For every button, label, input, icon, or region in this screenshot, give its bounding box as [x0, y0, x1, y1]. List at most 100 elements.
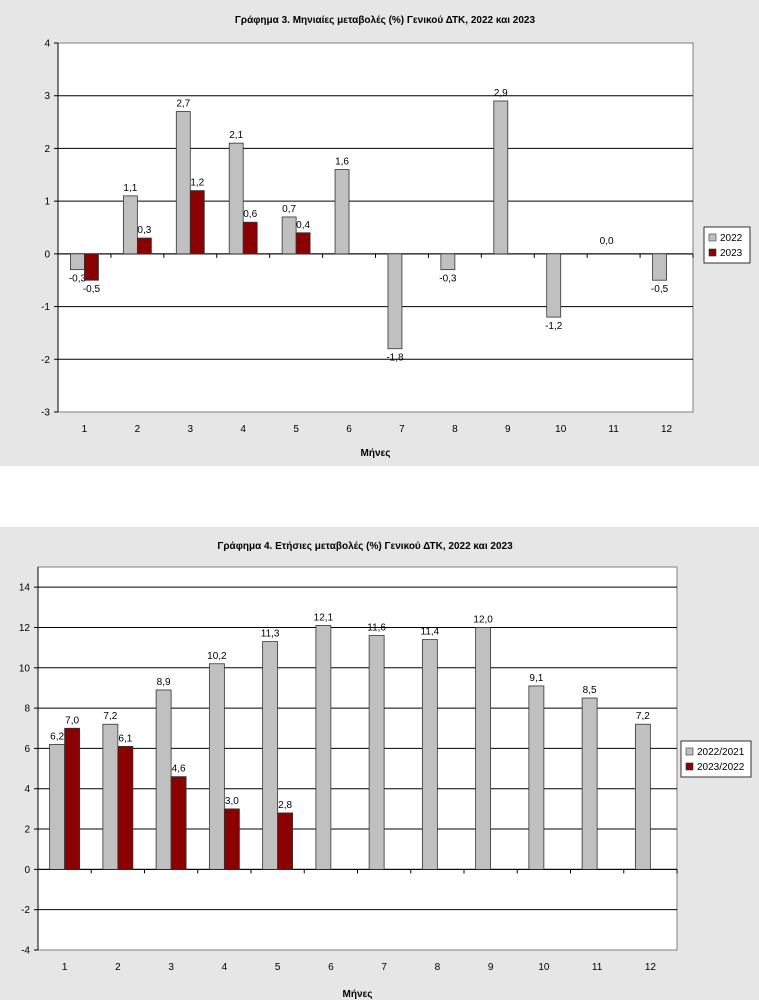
- chart2-xtick-label: 4: [222, 962, 228, 973]
- chart1-xtick-label: 11: [608, 424, 619, 435]
- chart1-ytick-label: -3: [41, 408, 50, 419]
- chart2-xtick-label: 3: [168, 962, 174, 973]
- chart1-bar-2022: [652, 253, 667, 281]
- chart2-bar-2022-2021: [49, 743, 66, 870]
- chart1-xtick-label: 8: [452, 424, 458, 435]
- chart2-ytick-label: 10: [19, 663, 31, 674]
- chart1-bar-2022: [175, 111, 191, 255]
- chart2-ytick-label: 8: [24, 704, 30, 715]
- chart1-data-label: 0,0: [600, 236, 614, 247]
- chart1-xtick-label: 10: [555, 424, 567, 435]
- chart2-data-label: 10,2: [207, 651, 227, 662]
- chart2-bar-2022-2021: [208, 663, 225, 870]
- chart1-data-label: -0,3: [69, 274, 87, 285]
- chart1-legend-swatch: [708, 248, 717, 257]
- chart1-title: Γράφημα 3. Μηνιαίες μεταβολές (%) Γενικο…: [235, 15, 536, 26]
- chart1-xtick-label: 4: [240, 424, 246, 435]
- chart2-bar-2023-2022: [117, 746, 134, 870]
- chart2-bar-2022-2021: [315, 625, 332, 870]
- chart2-data-label: 11,3: [261, 629, 280, 640]
- chart2-xtick-label: 2: [115, 962, 121, 973]
- chart2-data-label: 12,0: [473, 614, 493, 625]
- chart1-data-label: -0,5: [83, 284, 101, 295]
- chart2-xtick-label: 8: [435, 962, 441, 973]
- chart2-data-label: 6,2: [50, 731, 64, 742]
- chart2-data-label: 3,0: [225, 796, 239, 807]
- chart1-xtick-label: 2: [135, 424, 141, 435]
- chart1-bar-2022: [228, 142, 244, 255]
- chart1-ytick-label: 1: [44, 197, 50, 208]
- chart2-bar-2023-2022: [223, 808, 240, 870]
- chart2-data-label: 4,6: [172, 764, 186, 775]
- chart1-data-label: 0,7: [282, 204, 296, 215]
- chart2-data-label: 7,2: [103, 711, 117, 722]
- chart1-data-label: 0,6: [243, 209, 257, 220]
- monthly-change-chart-svg: Γράφημα 3. Μηνιαίες μεταβολές (%) Γενικο…: [41, 15, 751, 459]
- chart2-xtick-label: 1: [62, 962, 68, 973]
- chart2-bar-2022-2021: [475, 627, 492, 870]
- chart1-data-label: 2,7: [176, 99, 190, 110]
- chart2-ytick-label: -2: [21, 905, 30, 916]
- chart2-xtick-label: 6: [328, 962, 334, 973]
- chart1-ytick-label: 3: [44, 91, 50, 102]
- chart2-data-label: 8,5: [583, 685, 597, 696]
- chart1-ytick-label: 4: [44, 39, 50, 50]
- annual-change-chart: Γράφημα 4. Ετήσιες μεταβολές (%) Γενικού…: [0, 527, 759, 1000]
- chart1-xtick-label: 1: [82, 424, 88, 435]
- chart2-xtick-label: 5: [275, 962, 281, 973]
- chart1-legend-label: 2022: [720, 233, 743, 244]
- chart1-bar-2022: [70, 253, 85, 271]
- chart2-plot-area: [37, 566, 678, 951]
- chart2-ytick-label: 14: [19, 583, 31, 594]
- chart1-bar-2022: [546, 253, 562, 318]
- chart1-legend-box: [703, 226, 751, 264]
- chart2-legend-swatch: [685, 747, 694, 756]
- chart2-legend-box: [680, 740, 752, 778]
- chart1-bar-2022: [122, 195, 138, 255]
- chart1-bar-2023: [189, 190, 205, 255]
- chart1-x-axis-label: Μήνες: [361, 448, 391, 459]
- chart1-xtick-label: 5: [293, 424, 299, 435]
- chart1-bar-2022: [387, 253, 403, 350]
- chart2-x-axis-label: Μήνες: [343, 989, 373, 1000]
- chart2-ytick-label: 0: [24, 865, 30, 876]
- chart1-bar-2022: [334, 169, 350, 255]
- chart1-xtick-label: 9: [505, 424, 511, 435]
- chart2-xtick-label: 9: [488, 962, 494, 973]
- chart2-bar-2022-2021: [155, 689, 172, 870]
- chart1-ytick-label: 2: [44, 144, 50, 155]
- chart2-ytick-label: 6: [24, 744, 30, 755]
- chart2-bar-2022-2021: [528, 685, 545, 870]
- chart2-xtick-label: 12: [645, 962, 657, 973]
- chart1-data-label: -1,2: [545, 321, 563, 332]
- chart2-bar-2022-2021: [368, 635, 385, 870]
- chart1-legend: 2022 2023: [703, 226, 751, 264]
- chart2-ytick-label: 4: [24, 784, 30, 795]
- chart1-data-label: -0,5: [651, 284, 669, 295]
- chart2-data-label: 11,4: [421, 627, 440, 638]
- chart2-data-label: 8,9: [157, 677, 171, 688]
- chart1-ytick-label: 0: [44, 249, 50, 260]
- chart1-ytick-label: -2: [41, 355, 50, 366]
- chart1-bar-2023: [84, 253, 99, 281]
- chart2-bar-2022-2021: [581, 697, 598, 870]
- chart2-bar-2023-2022: [170, 776, 187, 870]
- chart1-xtick-label: 3: [188, 424, 194, 435]
- chart1-bar-2022: [281, 216, 297, 255]
- chart1-xtick-label: 6: [346, 424, 352, 435]
- chart2-legend-label: 2023/2022: [697, 762, 745, 773]
- chart1-ytick-label: -1: [41, 302, 50, 313]
- chart2-title: Γράφημα 4. Ετήσιες μεταβολές (%) Γενικού…: [217, 541, 513, 552]
- chart1-bar-2022: [440, 253, 456, 271]
- chart1-data-label: 2,9: [494, 88, 508, 99]
- chart2-legend: 2022/2021 2023/2022: [680, 740, 752, 778]
- chart2-ytick-label: 2: [24, 825, 30, 836]
- chart1-legend-swatch: [708, 233, 717, 242]
- chart2-data-label: 11,6: [367, 623, 386, 634]
- chart1-legend-label: 2023: [720, 248, 743, 259]
- chart1-bar-2023: [136, 237, 152, 255]
- chart2-data-label: 2,8: [278, 800, 292, 811]
- chart2-xtick-label: 11: [592, 962, 603, 973]
- chart1-data-label: 1,1: [123, 183, 137, 194]
- chart1-data-label: 0,3: [137, 225, 151, 236]
